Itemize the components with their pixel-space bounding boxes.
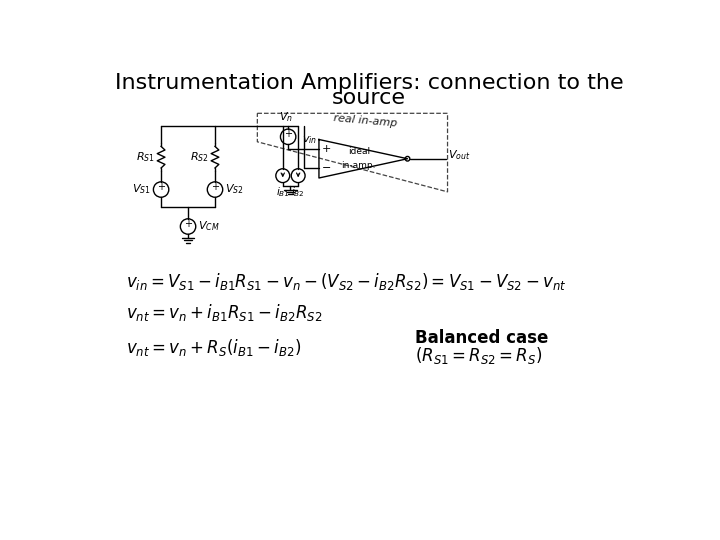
Text: $v_{nt} = v_n + i_{B1}R_{S1} - i_{B2}R_{S2}$: $v_{nt} = v_n + i_{B1}R_{S1} - i_{B2}R_{… (127, 302, 323, 323)
Text: $R_{S1}$: $R_{S1}$ (136, 150, 155, 164)
Text: Balanced case: Balanced case (415, 329, 549, 347)
Text: $V_{S2}$: $V_{S2}$ (225, 183, 243, 197)
Text: $i_{B2}$: $i_{B2}$ (292, 186, 305, 199)
Text: $v_{in}$: $v_{in}$ (302, 134, 317, 146)
Text: +: + (284, 130, 292, 139)
Text: +: + (322, 144, 331, 154)
Text: source: source (332, 88, 406, 108)
Text: +: + (211, 182, 219, 192)
Text: $(R_{S1}=R_{S2}=R_S)$: $(R_{S1}=R_{S2}=R_S)$ (415, 345, 543, 366)
Text: ideal: ideal (348, 147, 370, 156)
Text: $V_{S1}$: $V_{S1}$ (132, 183, 151, 197)
Text: $i_{B1}$: $i_{B1}$ (276, 186, 289, 199)
Text: $V_n$: $V_n$ (279, 111, 293, 125)
Text: $v_{nt} = v_n + R_S\left(i_{B1} - i_{B2}\right)$: $v_{nt} = v_n + R_S\left(i_{B1} - i_{B2}… (127, 337, 302, 358)
Text: +: + (184, 219, 192, 229)
Text: $V_{out}$: $V_{out}$ (449, 148, 471, 162)
Text: in-amp.: in-amp. (341, 161, 376, 170)
Text: −: − (322, 164, 331, 173)
Text: real in-amp: real in-amp (333, 113, 397, 129)
Text: $V_{CM}$: $V_{CM}$ (198, 220, 220, 233)
Text: Instrumentation Amplifiers: connection to the: Instrumentation Amplifiers: connection t… (114, 72, 624, 92)
Text: $v_{in} = V_{S1} - i_{B1}R_{S1} - v_n - \left(V_{S2} - i_{B2}R_{S2}\right) = V_{: $v_{in} = V_{S1} - i_{B1}R_{S1} - v_n - … (127, 272, 567, 293)
Text: +: + (157, 182, 165, 192)
Text: $R_{S2}$: $R_{S2}$ (190, 150, 209, 164)
